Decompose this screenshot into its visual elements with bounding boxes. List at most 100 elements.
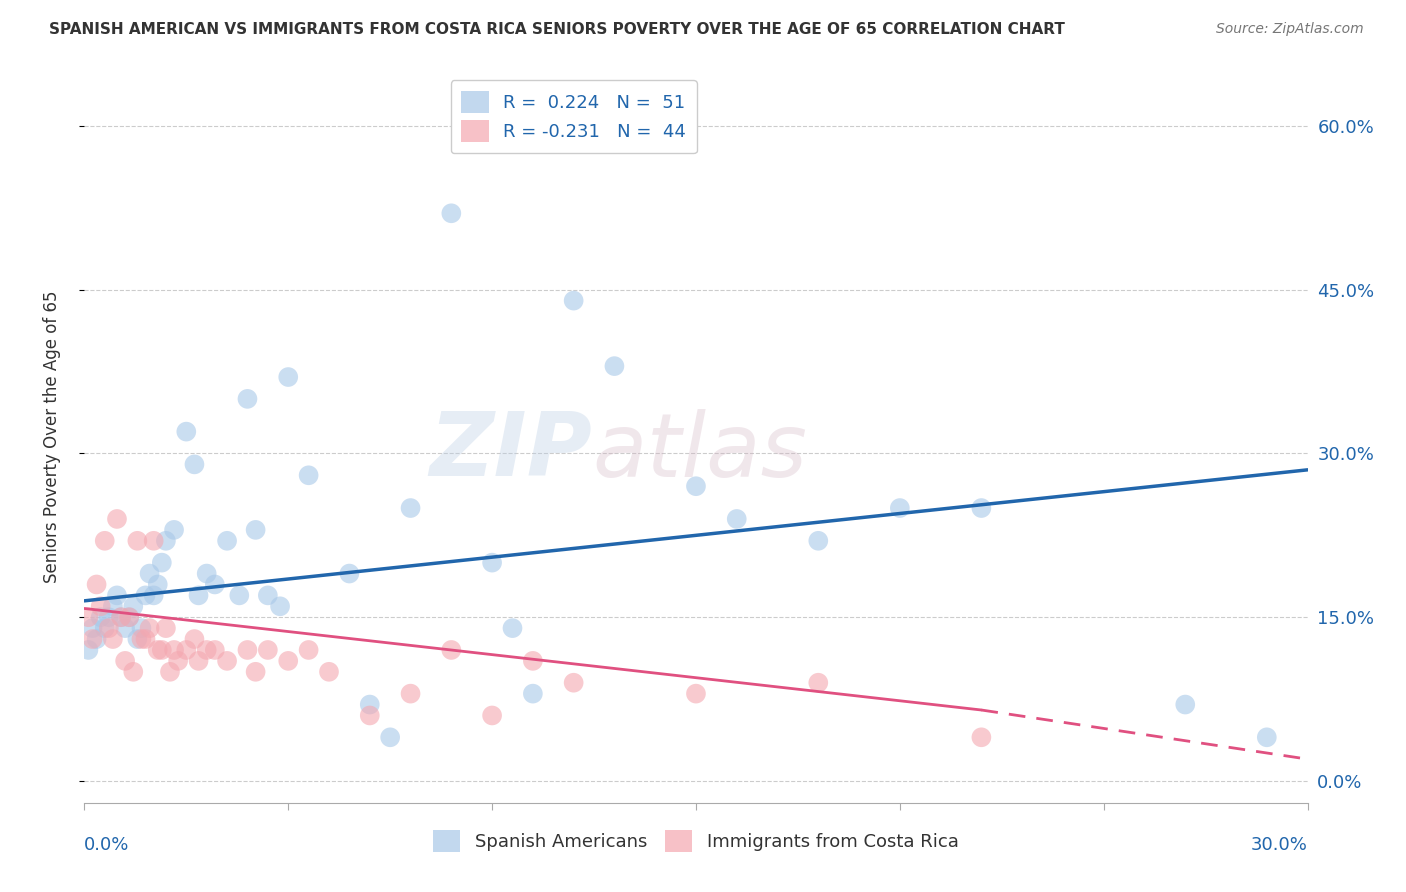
Point [155,621,177,635]
Point [163,643,186,657]
Point [101,599,124,614]
Point [122,665,145,679]
Point [807,675,830,690]
Point [110,610,132,624]
Point [142,588,165,602]
Point [122,599,145,614]
Point [481,708,503,723]
Point [269,599,291,614]
Point [101,632,124,646]
Point [298,468,321,483]
Point [228,588,250,602]
Point [135,632,157,646]
Point [187,588,209,602]
Point [298,643,321,657]
Point [77,610,100,624]
Point [217,533,239,548]
Text: Source: ZipAtlas.com: Source: ZipAtlas.com [1216,22,1364,37]
Point [339,566,361,581]
Point [105,512,128,526]
Point [118,610,141,624]
Point [183,458,205,472]
Point [195,643,218,657]
Point [889,501,911,516]
Point [174,425,197,439]
Point [970,731,993,745]
Point [167,654,190,668]
Point [90,599,112,614]
Point [522,687,544,701]
Point [105,588,128,602]
Point [257,643,280,657]
Point [502,621,524,635]
Point [97,610,120,624]
Point [90,610,112,624]
Point [359,698,381,712]
Text: atlas: atlas [592,409,807,495]
Point [725,512,748,526]
Point [86,632,108,646]
Point [138,621,160,635]
Point [399,687,422,701]
Point [204,577,226,591]
Point [146,577,169,591]
Text: 0.0%: 0.0% [84,837,129,855]
Point [359,708,381,723]
Point [155,533,177,548]
Point [257,588,280,602]
Point [131,632,153,646]
Point [481,556,503,570]
Point [204,643,226,657]
Point [114,621,136,635]
Point [150,643,173,657]
Point [380,731,402,745]
Point [685,687,707,701]
Point [562,293,585,308]
Point [114,654,136,668]
Point [159,665,181,679]
Point [195,566,218,581]
Point [183,632,205,646]
Point [82,621,104,635]
Point [135,588,157,602]
Point [440,643,463,657]
Point [807,533,830,548]
Point [217,654,239,668]
Text: ZIP: ZIP [429,409,592,495]
Y-axis label: Seniors Poverty Over the Age of 65: Seniors Poverty Over the Age of 65 [42,291,60,583]
Point [93,533,115,548]
Point [245,523,267,537]
Legend: Spanish Americans, Immigrants from Costa Rica: Spanish Americans, Immigrants from Costa… [426,823,966,860]
Point [603,359,626,373]
Point [236,392,259,406]
Point [685,479,707,493]
Point [277,654,299,668]
Point [93,621,115,635]
Point [236,643,259,657]
Point [86,577,108,591]
Text: 30.0%: 30.0% [1251,837,1308,855]
Point [399,501,422,516]
Point [138,566,160,581]
Point [127,632,149,646]
Point [1256,731,1278,745]
Point [318,665,340,679]
Point [440,206,463,220]
Point [82,632,104,646]
Point [110,610,132,624]
Point [970,501,993,516]
Point [522,654,544,668]
Point [142,533,165,548]
Point [77,643,100,657]
Point [1174,698,1197,712]
Point [118,610,141,624]
Point [277,370,299,384]
Point [187,654,209,668]
Point [562,675,585,690]
Point [150,556,173,570]
Point [97,621,120,635]
Point [163,523,186,537]
Point [174,643,197,657]
Point [245,665,267,679]
Point [127,533,149,548]
